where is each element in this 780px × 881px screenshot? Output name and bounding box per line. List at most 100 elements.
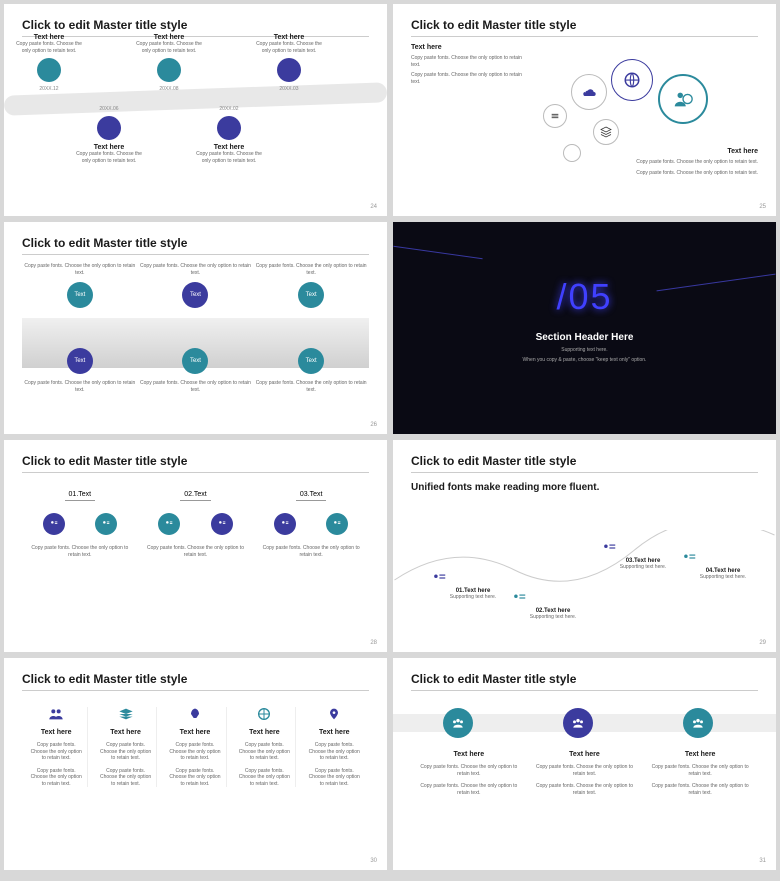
dot-label: Text [74,358,85,364]
item-heading: Text here [194,144,264,151]
dot-icon [277,58,301,82]
bottom-row: Text Copy paste fonts. Choose the only op… [22,342,369,393]
person-list-icon [683,550,697,560]
text-col: Text here Copy paste fonts. Choose the on… [532,751,636,796]
item-heading: Text here [618,148,758,155]
tree-label: 01.Text [65,491,96,501]
tree-row: 01.Text Copy paste fonts. Choose the onl… [22,483,369,558]
leaf-icon [43,513,65,535]
col-heading: Text here [417,751,521,758]
page-number: 24 [370,204,377,210]
right-text: Text here Copy paste fonts. Choose the o… [618,148,758,176]
section-title: Section Header Here [411,332,758,343]
item-heading: Text here [74,144,144,151]
column: Text Copy paste fonts. Choose the only op… [140,342,251,393]
item-body: Copy paste fonts. Choose the only option… [140,380,251,393]
column: Copy paste fonts. Choose the only option… [140,263,251,314]
col-heading: Text here [532,751,636,758]
deco-line [393,246,482,260]
dot-icon: Text [298,348,324,374]
dot-icon [97,116,121,140]
step-sup: Supporting text here. [603,564,683,571]
icon-body: Copy paste fonts. Choose the only option… [98,742,153,762]
icon-row: Text here Copy paste fonts. Choose the on… [22,707,369,787]
icon-heading: Text here [306,729,362,736]
slide-title: Click to edit Master title style [411,454,758,473]
dot-icon: Text [182,282,208,308]
people-dot-icon [443,708,473,738]
tree-label: 03.Text [296,491,327,501]
col-body: Copy paste fonts. Choose the only option… [532,764,636,777]
tree-col: 03.Text Copy paste fonts. Choose the onl… [259,483,363,558]
col-body: Copy paste fonts. Choose the only option… [648,764,752,777]
icon-body: Copy paste fonts. Choose the only option… [98,768,153,788]
slide-three-dots: Click to edit Master title style Text he… [393,658,776,870]
icon-body: Copy paste fonts. Choose the only option… [237,768,292,788]
icon-heading: Text here [28,729,83,736]
icon-body: Copy paste fonts. Choose the only option… [306,742,362,762]
cloud-circle [571,74,607,110]
text-row: Text here Copy paste fonts. Choose the on… [411,751,758,796]
slide-wave-steps: Click to edit Master title style Unified… [393,440,776,652]
step-item: 04.Text hereSupporting text here. [683,550,763,581]
slide-circles: Click to edit Master title style Text he… [393,4,776,216]
slide-title: Click to edit Master title style [411,672,758,691]
slide-title: Click to edit Master title style [411,18,758,37]
item-body: Copy paste fonts. Choose the only option… [134,41,204,54]
step-item: 03.Text hereSupporting text here. [603,540,683,571]
col-heading: Text here [648,751,752,758]
tiny-circle [563,144,581,162]
item-heading: Text here [411,44,531,51]
item-body: Copy paste fonts. Choose the only option… [140,263,251,276]
globe-icon [237,707,292,723]
leaf-icon [211,513,233,535]
step-sup: Supporting text here. [513,614,593,621]
icon-col: Text hereCopy paste fonts. Choose the on… [164,707,226,787]
text-col: Text hereCopy paste fonts. Choose the on… [417,751,521,796]
dot-icon: Text [67,282,93,308]
stack-circle [593,119,619,145]
slide-timeline: Click to edit Master title style Text he… [4,4,387,216]
col-body: Copy paste fonts. Choose the only option… [532,783,636,796]
person-circle [658,74,708,124]
tree-label: 02.Text [180,491,211,501]
dot-icon: Text [298,282,324,308]
leaf-icon [158,513,180,535]
page-number: 26 [370,422,377,428]
people-dot-icon [563,708,593,738]
icon-body: Copy paste fonts. Choose the only option… [167,768,222,788]
dot-label: Text [306,358,317,364]
step-sup: Supporting text here. [683,574,763,581]
text-col: Text here Copy paste fonts. Choose the on… [648,751,752,796]
leaves [259,513,363,535]
date-label: 20XX.12 [14,86,84,92]
item-body: Copy paste fonts. Choose the only option… [74,151,144,164]
dot-icon [217,116,241,140]
stack-icon [98,707,153,723]
dot-label: Text [190,358,201,364]
leaf-icon [326,513,348,535]
item-body: Copy paste fonts. Choose the only option… [14,41,84,54]
item-body: Copy paste fonts. Choose the only option… [411,55,531,68]
timeline-item: 20XX.06 Text here Copy paste fonts. Choo… [74,104,144,164]
item-body: Copy paste fonts. Choose the only option… [194,151,264,164]
col-body: Copy paste fonts. Choose the only option… [648,783,752,796]
item-body: Copy paste fonts. Choose the only option… [28,545,132,558]
date-label: 20XX.08 [134,86,204,92]
slide-title: Click to edit Master title style [22,672,369,691]
item-body: Copy paste fonts. Choose the only option… [618,170,758,177]
tree-col: 01.Text Copy paste fonts. Choose the onl… [28,483,132,558]
timeline-item: Text here Copy paste fonts. Choose the o… [14,34,84,92]
leaf-icon [95,513,117,535]
slide-six-dots: Click to edit Master title style Copy pa… [4,222,387,434]
top-row: Copy paste fonts. Choose the only option… [22,263,369,314]
item-heading: Text here [254,34,324,41]
people-dot-icon [683,708,713,738]
note-text: When you copy & paste, choose "keep text… [411,357,758,363]
person-list-icon [433,570,447,580]
icon-body: Copy paste fonts. Choose the only option… [28,768,83,788]
subtitle: Unified fonts make reading more fluent. [411,481,758,494]
column: Copy paste fonts. Choose the only option… [256,263,367,314]
date-label: 20XX.06 [74,106,144,112]
item-body: Copy paste fonts. Choose the only option… [256,380,367,393]
